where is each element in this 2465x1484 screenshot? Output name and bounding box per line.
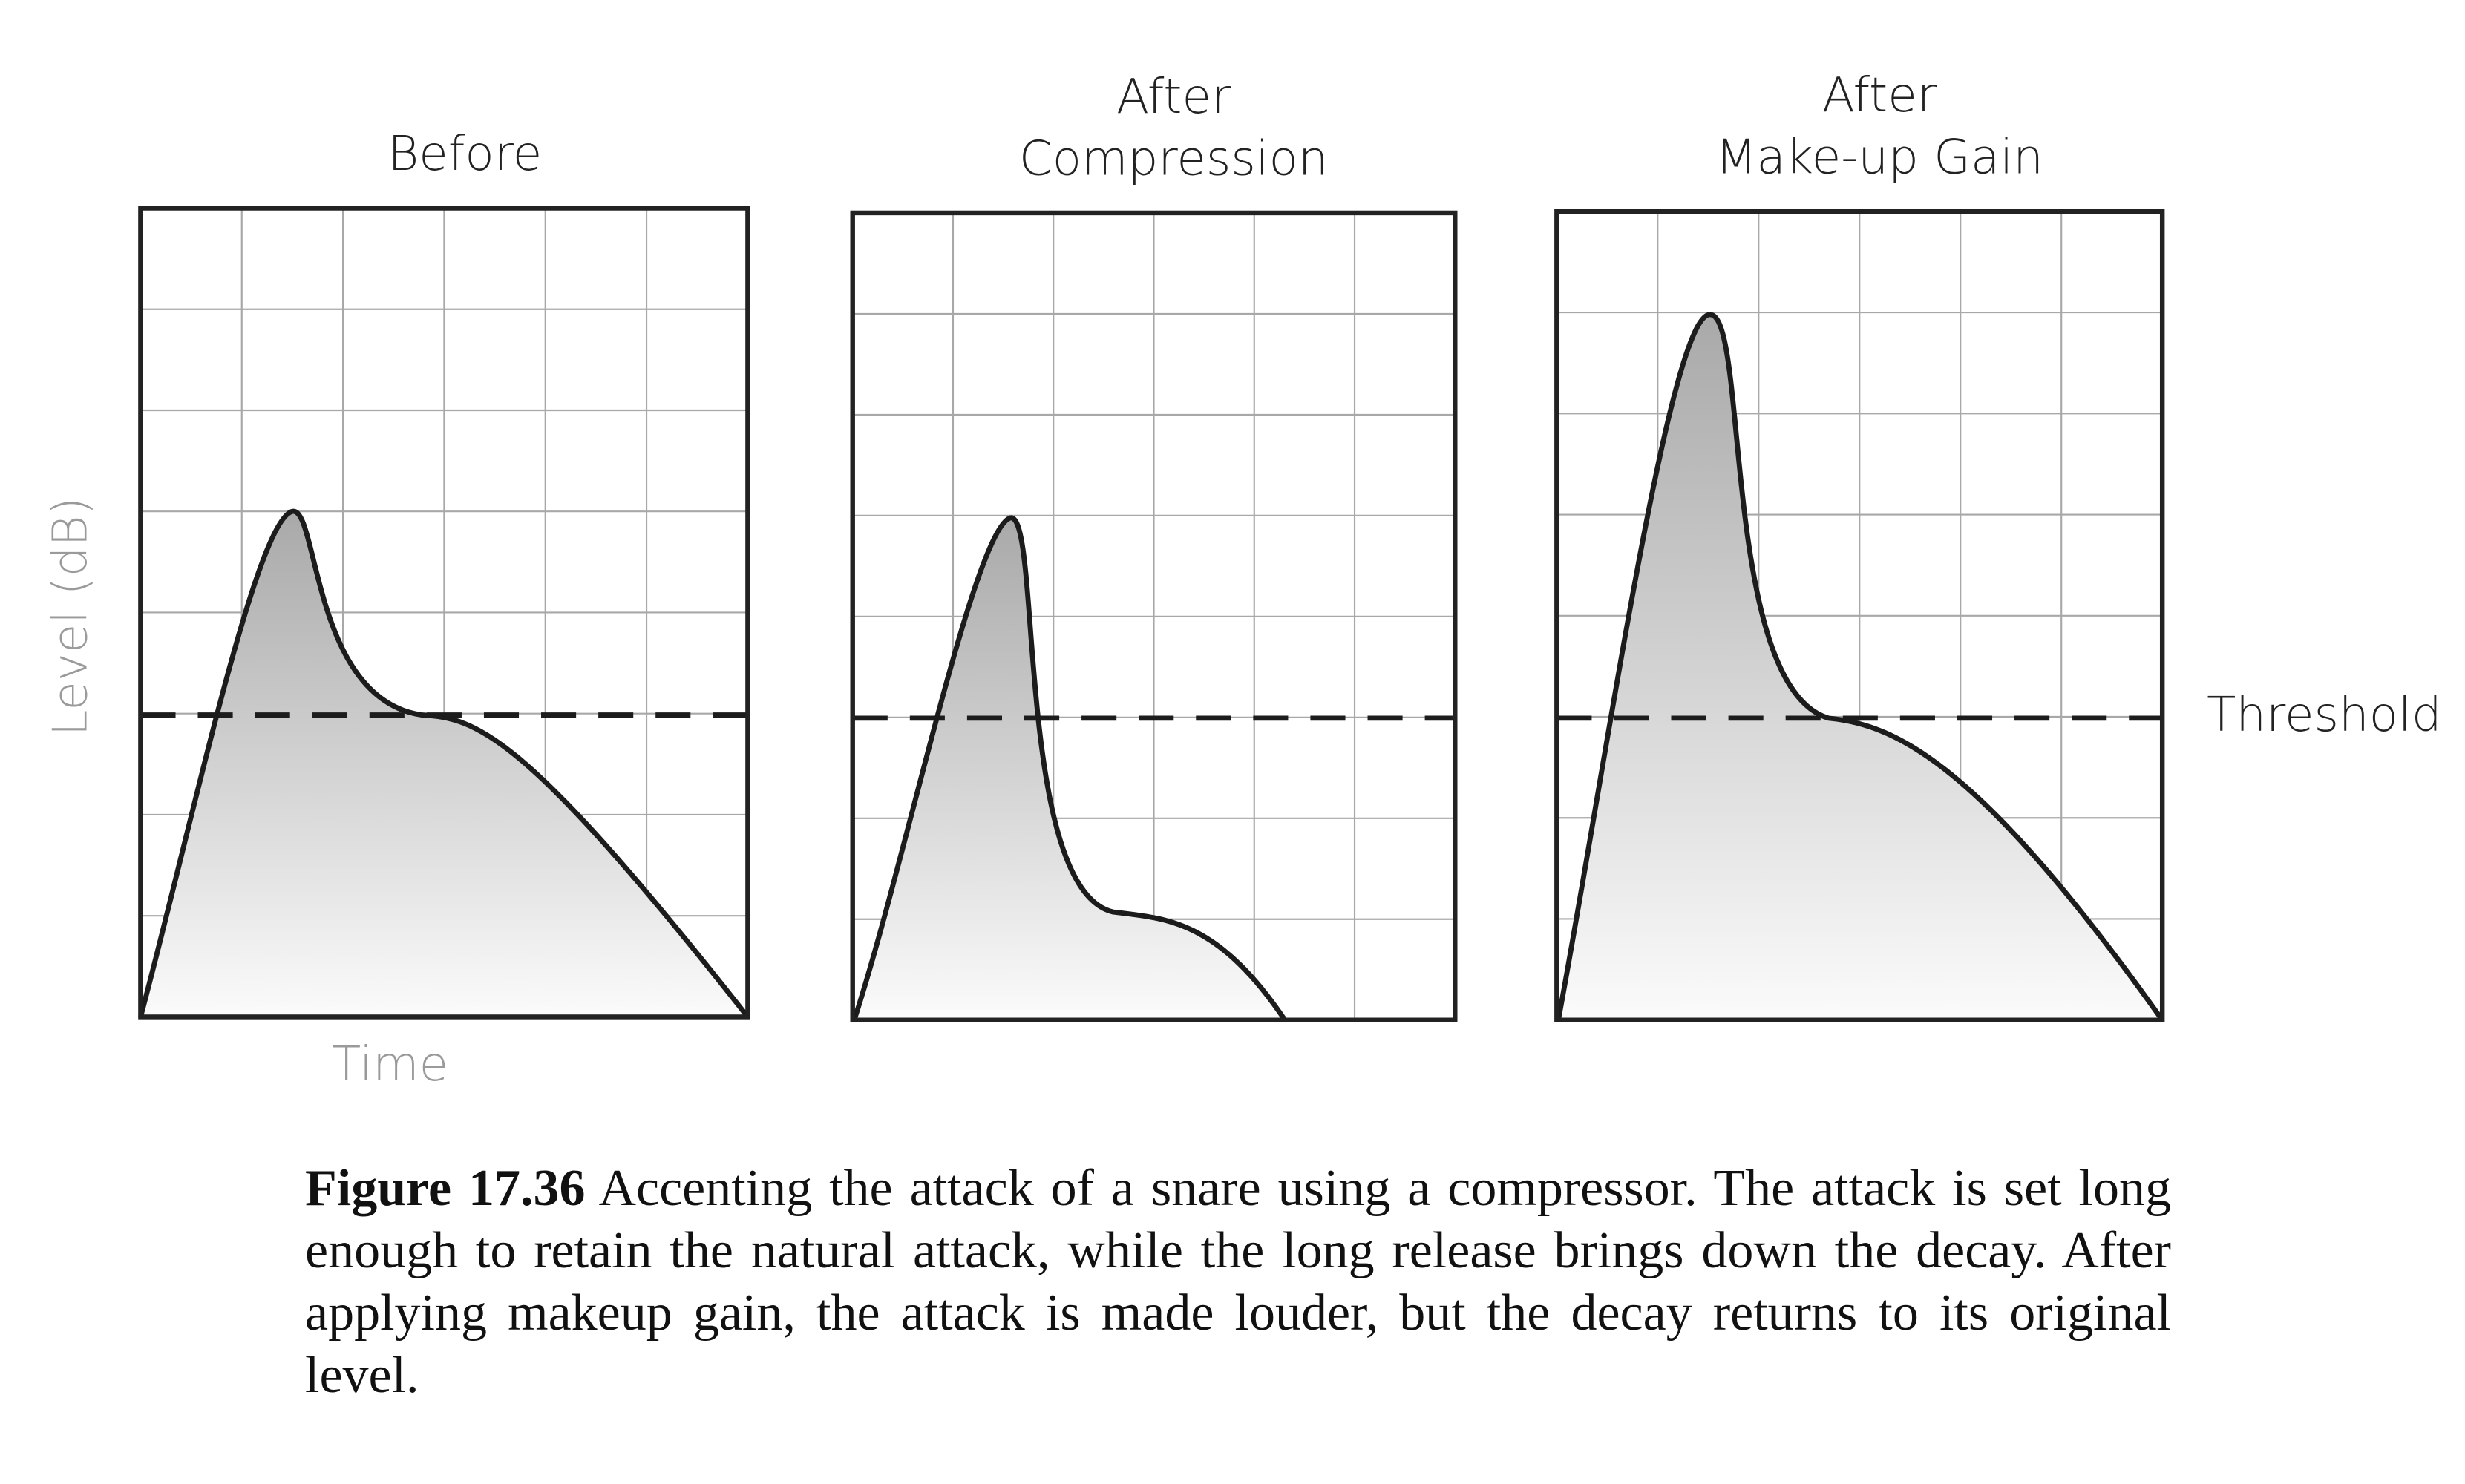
panel-title: After bbox=[1116, 69, 1231, 125]
panel-title: Before bbox=[387, 126, 542, 182]
panel-frame bbox=[850, 210, 1458, 1022]
panel: After Compression bbox=[850, 69, 1458, 1022]
caption: Figure 17.36 Accenting the attack of a sn… bbox=[305, 1158, 2171, 1407]
panel-title: After bbox=[1822, 68, 1937, 123]
panel: After Make-up Gain bbox=[1554, 68, 2165, 1022]
envelope-fill bbox=[1558, 314, 2163, 1020]
envelope-fill bbox=[854, 517, 1286, 1020]
panel-frame bbox=[138, 206, 750, 1020]
envelope-fill bbox=[140, 511, 748, 1017]
x-axis-label: Time bbox=[332, 1037, 448, 1092]
envelope-curve bbox=[138, 509, 750, 1019]
caption-text: Accenting the attack of a snare using a … bbox=[305, 1160, 2172, 1404]
panel-title: Make-up Gain bbox=[1715, 129, 2043, 185]
envelope-curve bbox=[851, 515, 1288, 1022]
panel-title: Compression bbox=[1019, 131, 1329, 187]
panels: Before After Compression After Make-up Gain bbox=[138, 68, 2165, 1022]
envelope-curve bbox=[1556, 312, 2164, 1022]
panel-frame bbox=[1554, 209, 2165, 1022]
caption-label: Figure 17.36 bbox=[305, 1160, 586, 1217]
threshold-label: Threshold bbox=[2207, 687, 2441, 743]
y-axis-label: Level (dB) bbox=[43, 496, 99, 736]
panel: Before bbox=[138, 126, 750, 1020]
